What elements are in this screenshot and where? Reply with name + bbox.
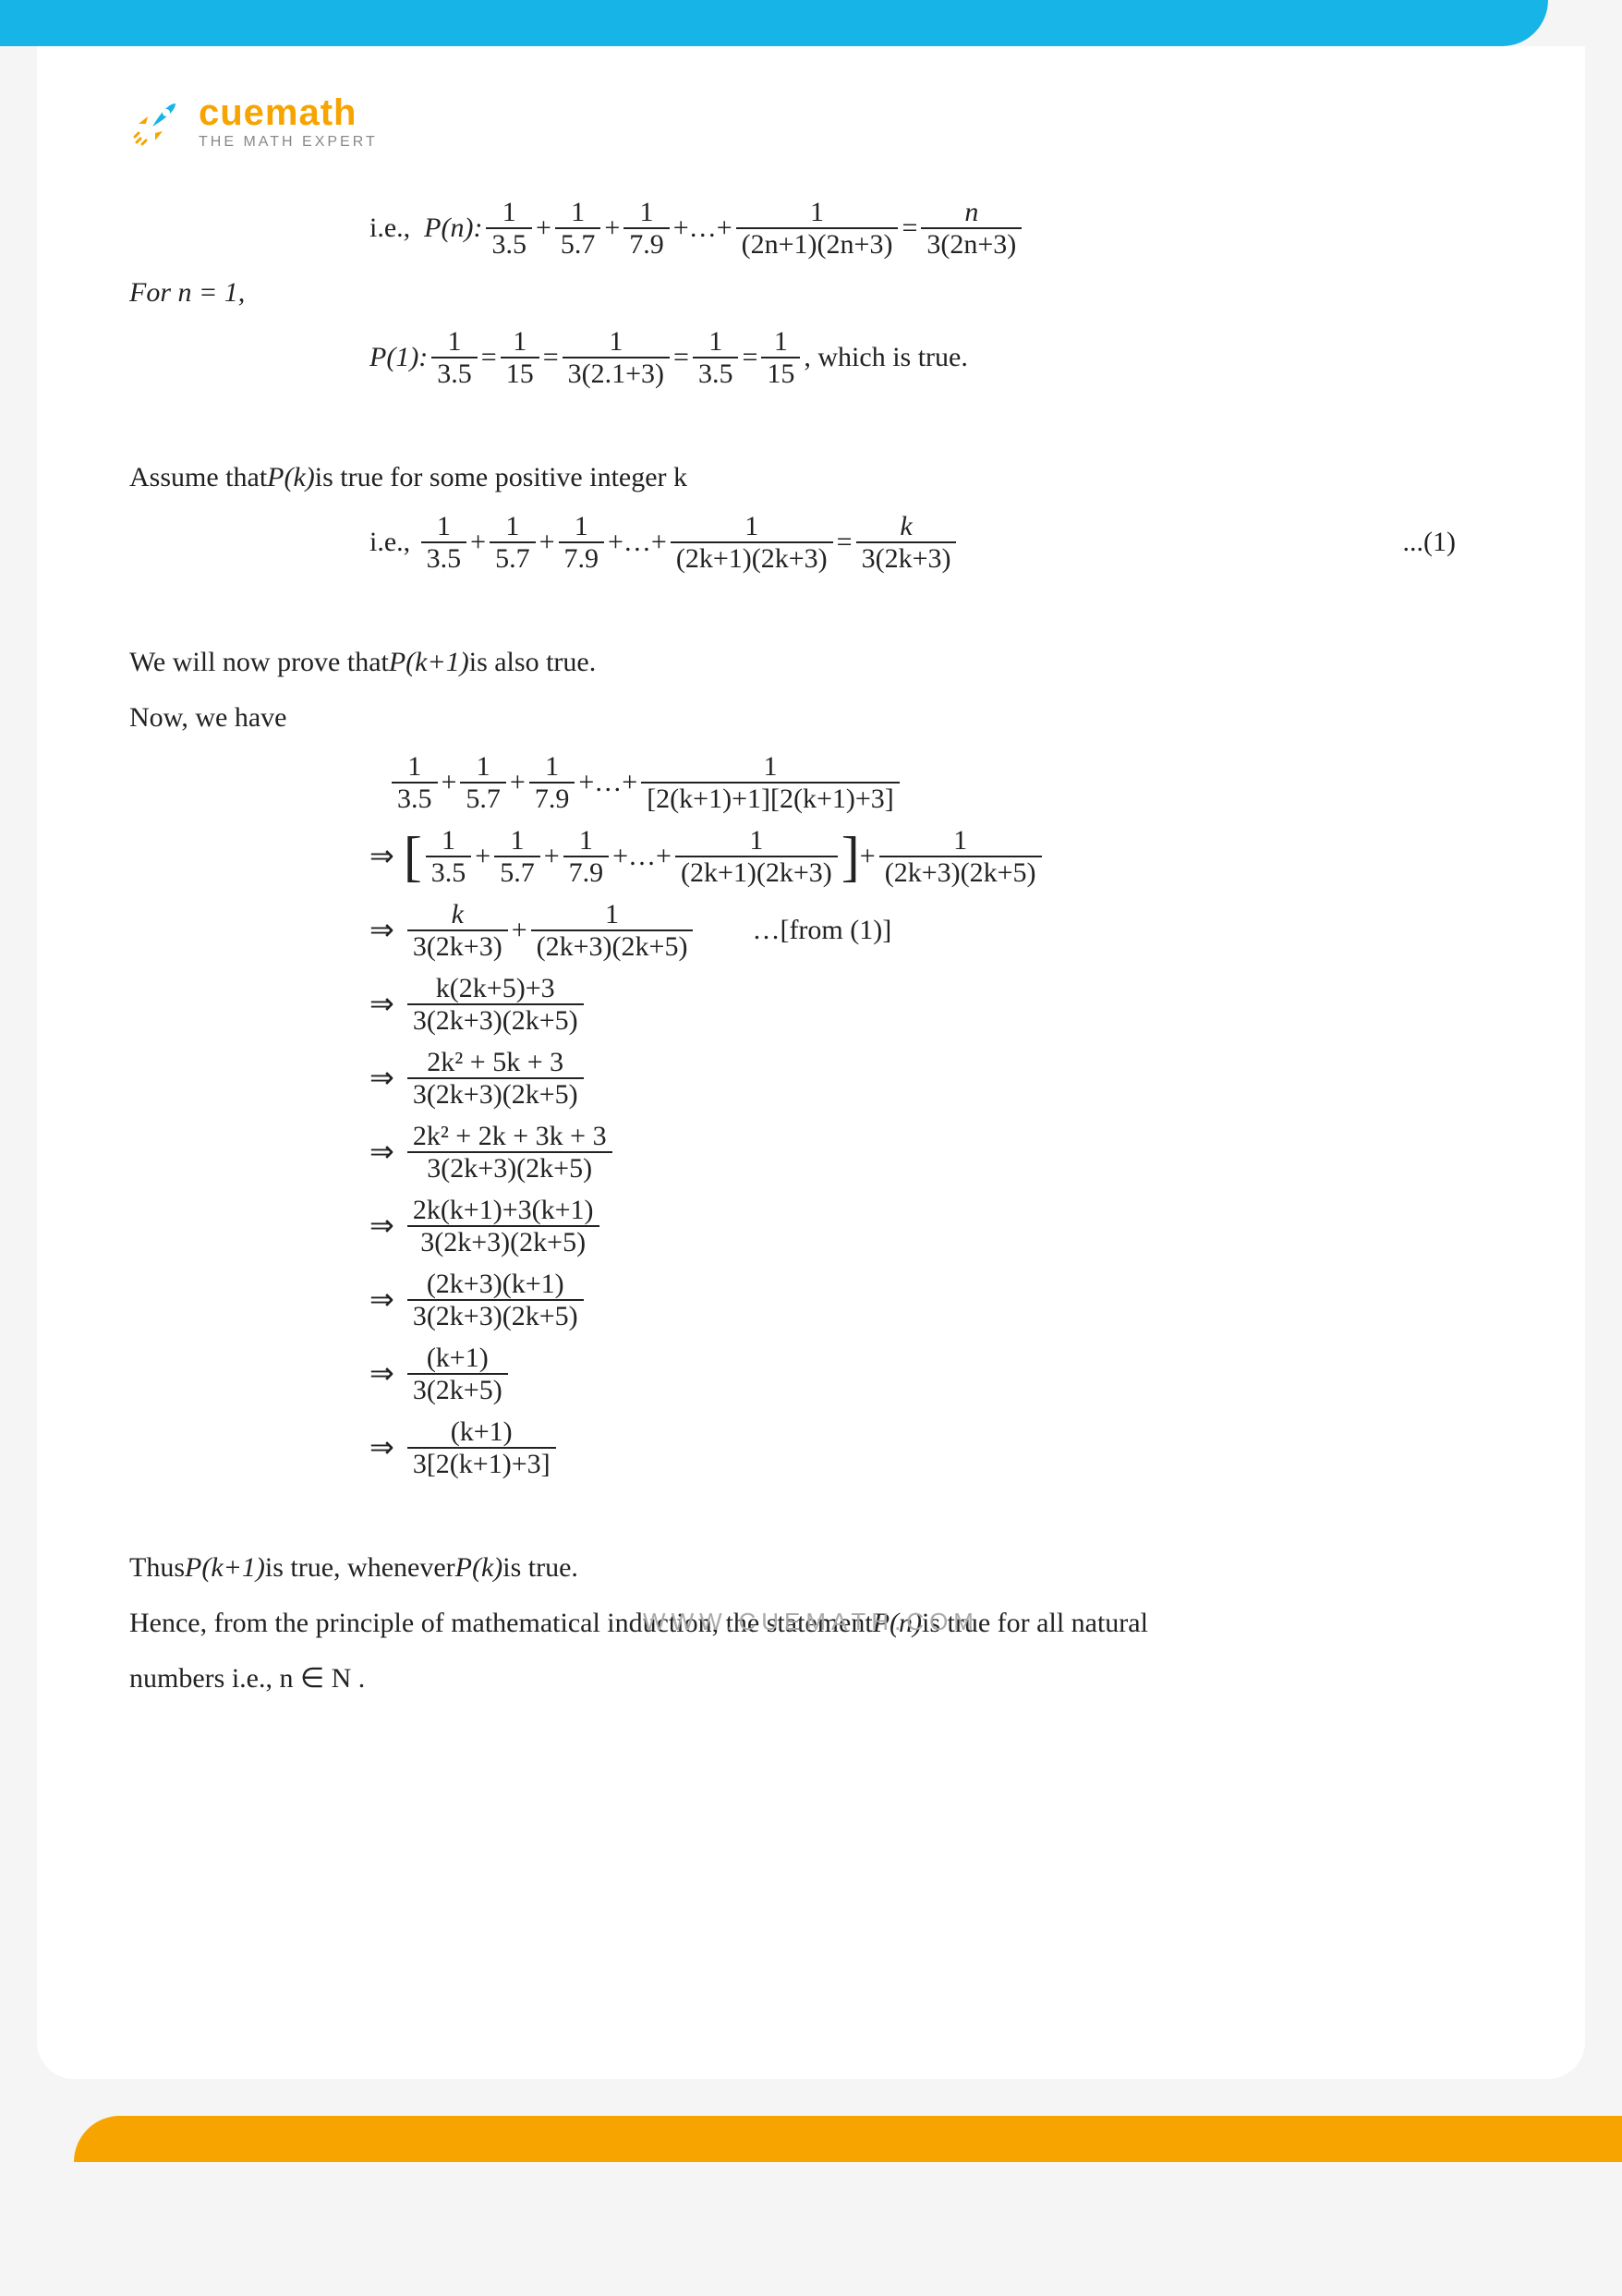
for-n1: For n = 1, [129,271,245,315]
from-1-note: …[from (1)] [752,908,891,953]
brand-header: cuemath THE MATH EXPERT [129,92,1493,151]
step-4: ⇒ k(2k+5)+33(2k+3)(2k+5) [129,973,1493,1036]
ie-label: i.e., [369,206,410,250]
thus-line: Thus P(k+1) is true, whenever P(k) is tr… [129,1546,1493,1590]
p1-label: P(1): [369,335,428,380]
step-5: ⇒ 2k² + 5k + 33(2k+3)(2k+5) [129,1047,1493,1110]
pn-statement: i.e., P(n): 13.5 + 15.7 + 17.9 +…+ 1(2n+… [129,197,1493,260]
implies-icon: ⇒ [369,1350,394,1397]
hence-line-2: numbers i.e., n ∈ N . [129,1657,1493,1701]
brand-name: cuemath [199,92,378,134]
step-6: ⇒ 2k² + 2k + 3k + 33(2k+3)(2k+5) [129,1121,1493,1184]
implies-icon: ⇒ [369,1202,394,1249]
implies-icon: ⇒ [369,1128,394,1175]
step-7: ⇒ 2k(k+1)+3(k+1)3(2k+3)(2k+5) [129,1195,1493,1257]
bottom-accent-bar [74,2116,1622,2162]
implies-icon: ⇒ [369,1054,394,1101]
page-wrapper: cuemath THE MATH EXPERT i.e., P(n): 13.5… [0,0,1622,2162]
rocket-icon [129,94,185,150]
which-true: , which is true. [804,335,967,380]
pk-statement: i.e., 13.5 + 15.7 + 17.9 +…+ 1(2k+1)(2k+… [129,511,1493,574]
for-n1-line: For n = 1, [129,271,1493,315]
now-have: Now, we have [129,696,1493,740]
step-10: ⇒ (k+1)3[2(k+1)+3] [129,1416,1493,1479]
brand-tagline: THE MATH EXPERT [199,134,378,151]
eq1-ref: ...(1) [1403,520,1493,565]
assume-line: Assume that P(k) is true for some positi… [129,456,1493,500]
implies-icon: ⇒ [369,906,394,954]
implies-icon: ⇒ [369,1424,394,1471]
implies-icon: ⇒ [369,980,394,1027]
step-8: ⇒ (2k+3)(k+1)3(2k+3)(2k+5) [129,1269,1493,1331]
document-content: i.e., P(n): 13.5 + 15.7 + 17.9 +…+ 1(2n+… [129,197,1493,1701]
pn-label: P(n): [424,206,482,250]
prove-line: We will now prove that P(k+1) is also tr… [129,640,1493,685]
step-3: ⇒ k3(2k+3) + 1(2k+3)(2k+5) …[from (1)] [129,899,1493,962]
step-9: ⇒ (k+1)3(2k+5) [129,1342,1493,1405]
footer-url: WWW.CUEMATH.COM [129,1608,1493,1636]
top-accent-bar [0,0,1548,46]
p1-statement: P(1): 13.5 = 115 = 13(2.1+3) = 13.5 = 11… [129,326,1493,389]
implies-icon: ⇒ [369,832,394,880]
implies-icon: ⇒ [369,1276,394,1323]
document-page: cuemath THE MATH EXPERT i.e., P(n): 13.5… [37,46,1585,2079]
step-2: ⇒ [ 13.5 + 15.7 + 17.9 +…+ 1(2k+1)(2k+3)… [129,825,1493,888]
step-1: 13.5 + 15.7 + 17.9 +…+ 1[2(k+1)+1][2(k+1… [129,751,1493,814]
